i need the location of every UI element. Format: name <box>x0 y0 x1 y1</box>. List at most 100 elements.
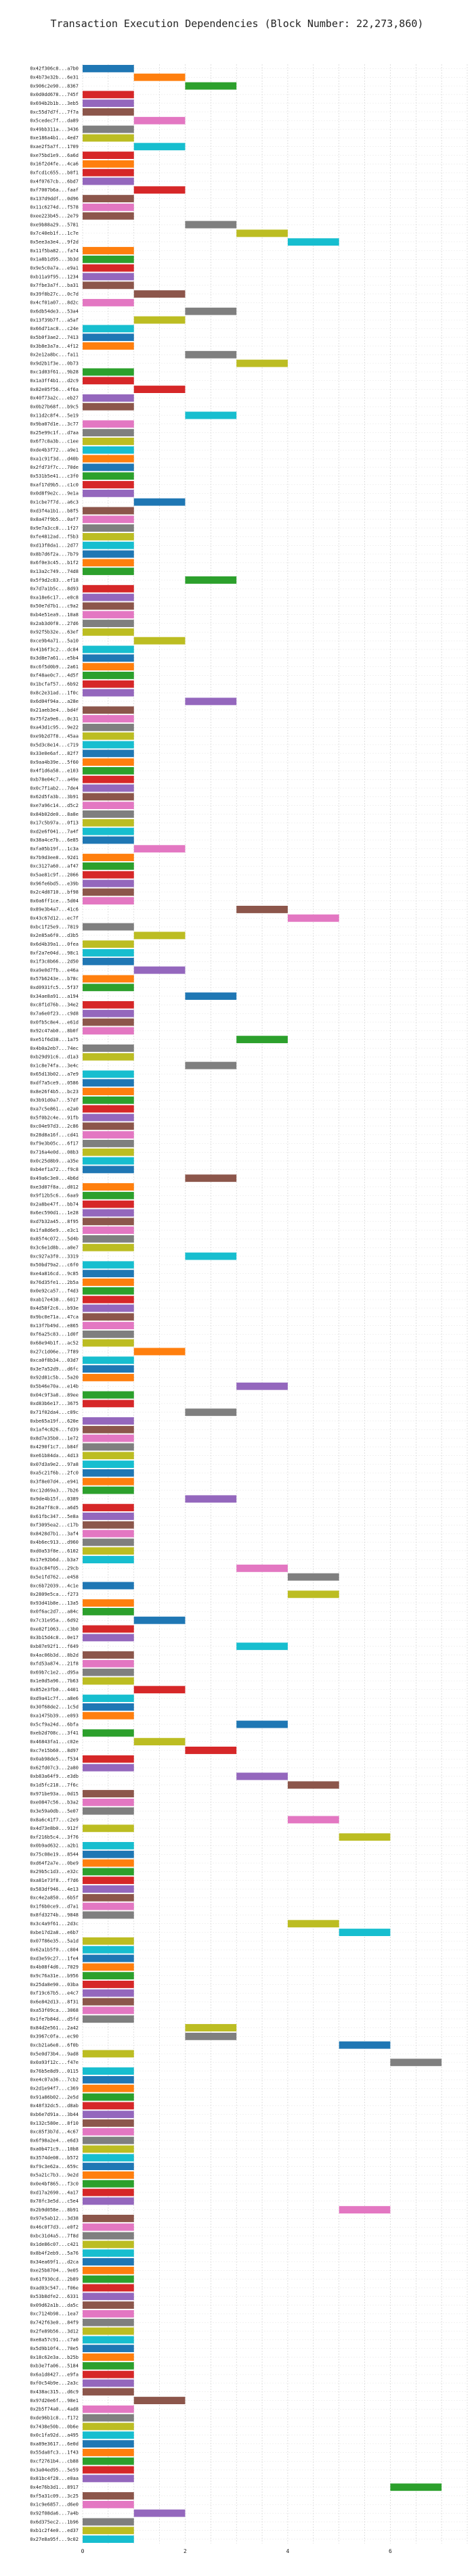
dependency-bar <box>83 2440 134 2448</box>
y-tick-label: 0xf9e3b05c...6f17 <box>30 1141 79 1147</box>
dependency-bar <box>83 879 134 888</box>
dependency-bar <box>236 359 288 367</box>
y-tick-label: 0x0e4bf865...f3c0 <box>30 2181 79 2186</box>
dependency-bar <box>83 1755 134 1763</box>
y-tick-label: 0x8a47f9b5...0af7 <box>30 517 79 522</box>
y-tick-label: 0x438ac315...d6c9 <box>30 2389 79 2395</box>
y-tick-label: 0x81bc4f28...e0aa <box>30 2476 79 2481</box>
y-tick-label: 0x8e26f4b5...bc23 <box>30 1089 79 1095</box>
dependency-bar <box>83 1911 134 1919</box>
y-tick-label: 0x7d7a1b5c...8d93 <box>30 586 79 592</box>
dependency-bar <box>83 1460 134 1469</box>
dependency-bar <box>83 793 134 801</box>
y-tick-label: 0x13a2c749...74d8 <box>30 569 79 574</box>
dependency-bar <box>83 1634 134 1642</box>
dependency-bar <box>83 1981 134 1988</box>
dependency-bar <box>83 255 134 263</box>
dependency-bar <box>83 507 134 515</box>
dependency-bar <box>83 1096 134 1104</box>
dependency-bar <box>83 1521 134 1529</box>
dependency-bar <box>83 2084 134 2092</box>
dependency-bar <box>83 2500 134 2508</box>
dependency-bar <box>83 1798 134 1806</box>
y-tick-label: 0x65d13b02...a7e9 <box>30 1072 79 1077</box>
dependency-bar <box>83 1582 134 1590</box>
dependency-bar <box>83 2223 134 2231</box>
y-tick-label: 0xa43d1c95...9e22 <box>30 725 79 731</box>
dependency-bar <box>83 2309 134 2318</box>
dependency-bar <box>83 489 134 497</box>
dependency-bar <box>287 1573 339 1581</box>
dependency-bar <box>83 750 134 758</box>
y-tick-label: 0xfd53a874...21f8 <box>30 1661 79 1667</box>
y-tick-label: 0xe0847c56...b3a2 <box>30 1800 79 1806</box>
y-tick-label: 0x75f2a9e6...0c31 <box>30 716 79 722</box>
dependency-bar <box>83 342 134 350</box>
dependency-bar <box>83 2466 134 2474</box>
dependency-bar <box>83 1599 134 1607</box>
dependency-bar <box>83 1339 134 1347</box>
y-tick-label: 0x07d3a9e2...97a8 <box>30 1462 79 1467</box>
dependency-bar <box>83 1547 134 1555</box>
dependency-bar <box>83 2336 134 2344</box>
dependency-bar <box>83 1452 134 1460</box>
dependency-bar <box>83 2093 134 2101</box>
y-tick-label: 0x9c76a31e...b956 <box>30 1973 79 1979</box>
y-tick-label: 0x76b5e8d9...0115 <box>30 2069 79 2074</box>
dependency-bar <box>83 334 134 342</box>
y-tick-label: 0x46c0f7d3...e0f2 <box>30 2225 79 2230</box>
y-tick-label: 0x1fa8d6e9...e3c1 <box>30 1228 79 1233</box>
y-tick-label: 0xd9a41c7f...a8e6 <box>30 1696 79 1701</box>
dependency-bar <box>83 368 134 376</box>
y-tick-label: 0x3b15d4c8...0e17 <box>30 1635 79 1640</box>
dependency-bar <box>83 1877 134 1885</box>
dependency-bar <box>185 307 237 315</box>
y-tick-label: 0xc55d7d7f...7f7a <box>30 110 79 115</box>
dependency-bar <box>83 247 134 254</box>
dependency-bar <box>83 732 134 740</box>
y-tick-label: 0x7c40eb1f...1c7e <box>30 231 79 236</box>
y-tick-label: 0xd0a53f8e...6102 <box>30 1548 79 1554</box>
dependency-bar <box>83 1538 134 1546</box>
dependency-bar <box>83 1703 134 1711</box>
dependency-bar <box>83 1434 134 1442</box>
dependency-bar <box>133 845 186 853</box>
y-tick-label: 0x852e3fb0...4401 <box>30 1687 79 1693</box>
y-tick-label: 0xcf2761b4...cb88 <box>30 2459 79 2464</box>
y-tick-label: 0xb87e92f1...f649 <box>30 1644 79 1649</box>
y-tick-label: 0xa18e6c17...e0c8 <box>30 595 79 600</box>
dependency-bar <box>83 1417 134 1425</box>
y-tick-label: 0x0a6ff1ce...5d04 <box>30 898 79 904</box>
y-tick-label: 0x6d375ec2...1b96 <box>30 2519 79 2525</box>
y-tick-label: 0xf9c3e62a...659c <box>30 2164 79 2169</box>
dependency-bar <box>83 64 134 72</box>
y-tick-label: 0x2c4d8710...bf98 <box>30 890 79 895</box>
dependency-bar <box>339 1833 391 1841</box>
dependency-bar <box>83 515 134 524</box>
dependency-bar <box>236 1642 288 1651</box>
dependency-bar <box>83 1148 134 1156</box>
dependency-bar <box>83 1279 134 1286</box>
dependency-bar <box>185 2024 237 2031</box>
dependency-bar <box>83 325 134 333</box>
dependency-bar <box>83 741 134 749</box>
dependency-bar <box>83 1209 134 1217</box>
y-tick-label: 0x7438e50b...0b6e <box>30 2424 79 2429</box>
y-tick-label: 0x1c8e74fa...3e4c <box>30 1063 79 1068</box>
dependency-bar <box>185 221 237 229</box>
y-tick-label: 0x84d2e561...2a42 <box>30 2025 79 2031</box>
y-tick-label: 0xae2f5a7f...1709 <box>30 144 79 150</box>
y-tick-label: 0x8428d7b1...3af4 <box>30 1531 79 1536</box>
y-tick-label: 0x2d1e94f7...c369 <box>30 2086 79 2092</box>
y-tick-label: 0x1e0d5a96...7b63 <box>30 1678 79 1684</box>
dependency-bar <box>339 1929 391 1937</box>
y-tick-label: 0xb4ef1a72...f9c8 <box>30 1167 79 1172</box>
dependency-bar <box>83 1018 134 1026</box>
dependency-bar <box>83 1079 134 1087</box>
y-tick-label: 0xb78e04c7...a49e <box>30 777 79 783</box>
y-tick-label: 0x6db54de3...53a4 <box>30 309 79 315</box>
y-tick-label: 0x1d5fc218...7f6c <box>30 1782 79 1788</box>
y-tick-label: 0x68e94b1f...ac52 <box>30 1340 79 1346</box>
y-tick-label: 0x4cf01a07...8d2c <box>30 300 79 306</box>
dependency-bar <box>236 905 288 913</box>
